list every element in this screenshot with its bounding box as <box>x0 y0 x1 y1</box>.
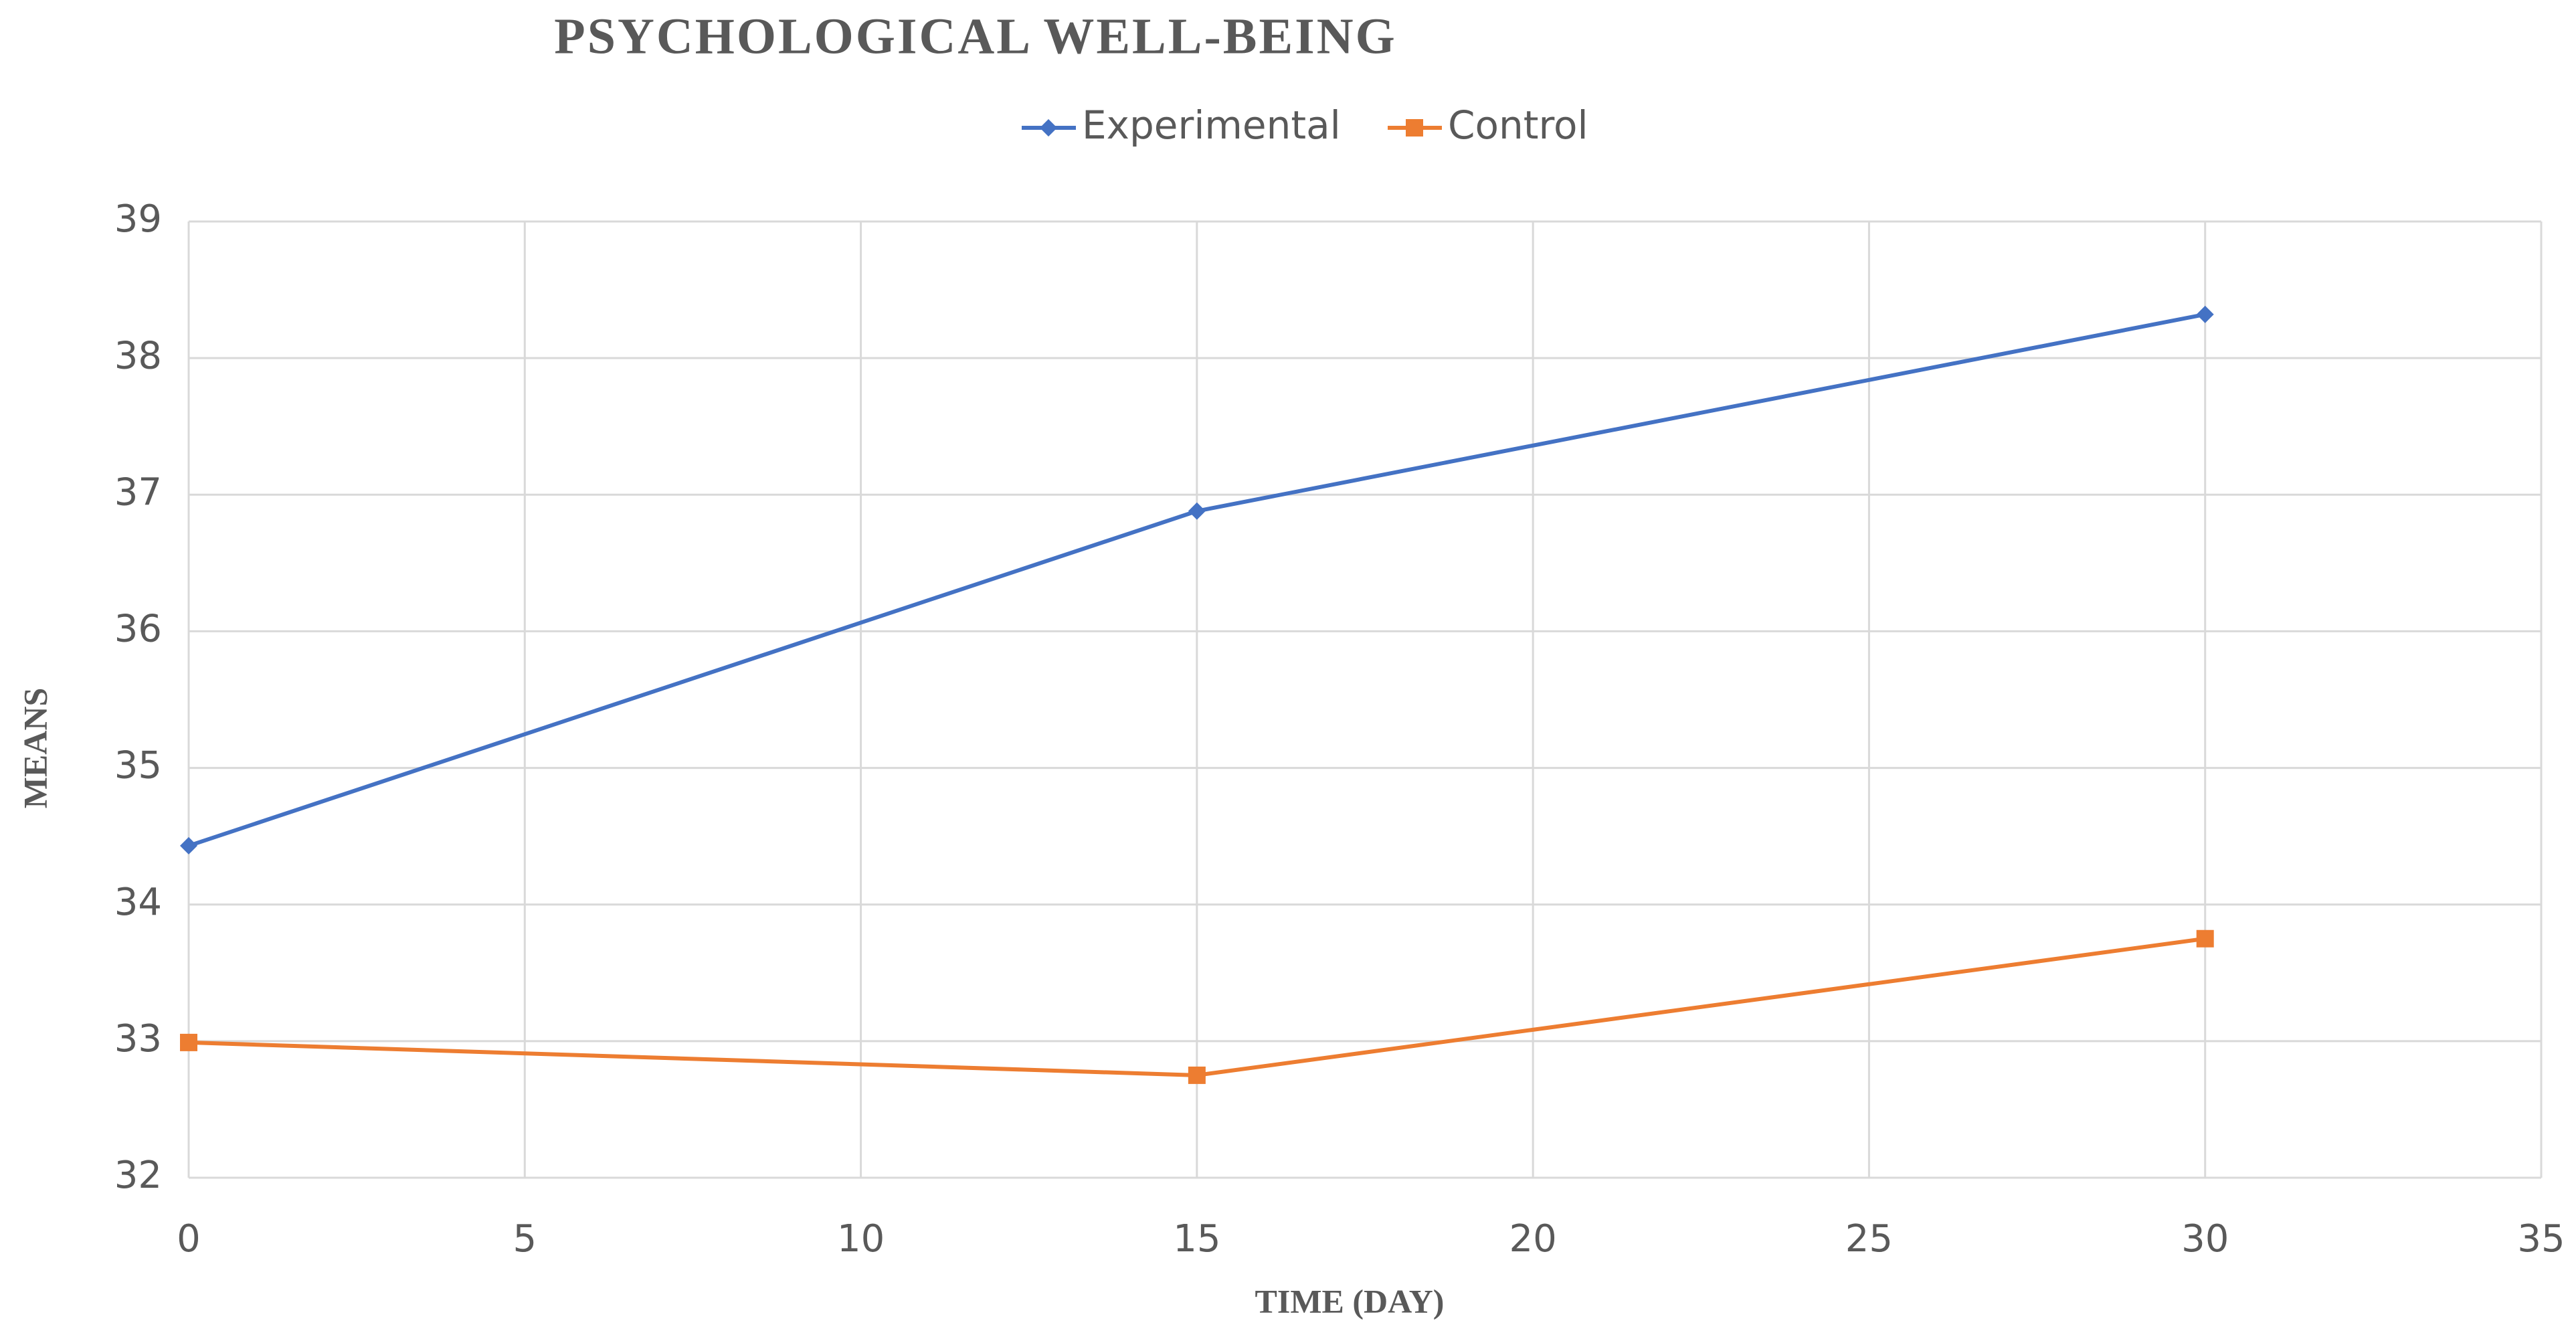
y-tick-label: 36 <box>114 608 162 651</box>
marker <box>180 836 197 855</box>
y-tick-label: 38 <box>114 334 162 377</box>
legend: Experimental Control <box>1022 102 1588 148</box>
y-tick-label: 32 <box>114 1154 162 1197</box>
legend-marker <box>1406 119 1423 137</box>
x-tick-label: 15 <box>1173 1217 1220 1261</box>
y-axis-label: MEANS <box>16 688 54 809</box>
marker <box>2196 305 2214 323</box>
x-tick-label: 20 <box>1509 1217 1557 1261</box>
y-tick-label: 35 <box>114 744 162 788</box>
legend-label: Experimental <box>1082 102 1341 148</box>
x-tick-label: 10 <box>837 1217 885 1261</box>
x-tick-label: 0 <box>177 1217 201 1261</box>
legend-marker <box>1040 119 1057 137</box>
y-tick-label: 39 <box>114 197 162 241</box>
x-axis-label: TIME (DAY) <box>1255 1282 1445 1320</box>
marker <box>1188 1066 1206 1084</box>
marker <box>2196 929 2214 948</box>
chart-title: PSYCHOLOGICAL WELL-BEING <box>554 8 1396 64</box>
x-tick-label: 25 <box>1845 1217 1893 1261</box>
y-tick-label: 33 <box>114 1017 162 1061</box>
x-tick-label: 5 <box>513 1217 537 1261</box>
y-tick-label: 37 <box>114 470 162 514</box>
x-tick-label: 35 <box>2517 1217 2565 1261</box>
legend-item: Control <box>1388 102 1588 148</box>
y-tick-label: 34 <box>114 881 162 924</box>
legend-label: Control <box>1448 102 1588 148</box>
x-tick-label: 30 <box>2181 1217 2229 1261</box>
legend-item: Experimental <box>1022 102 1341 148</box>
marker <box>1188 502 1206 520</box>
marker <box>180 1033 197 1051</box>
